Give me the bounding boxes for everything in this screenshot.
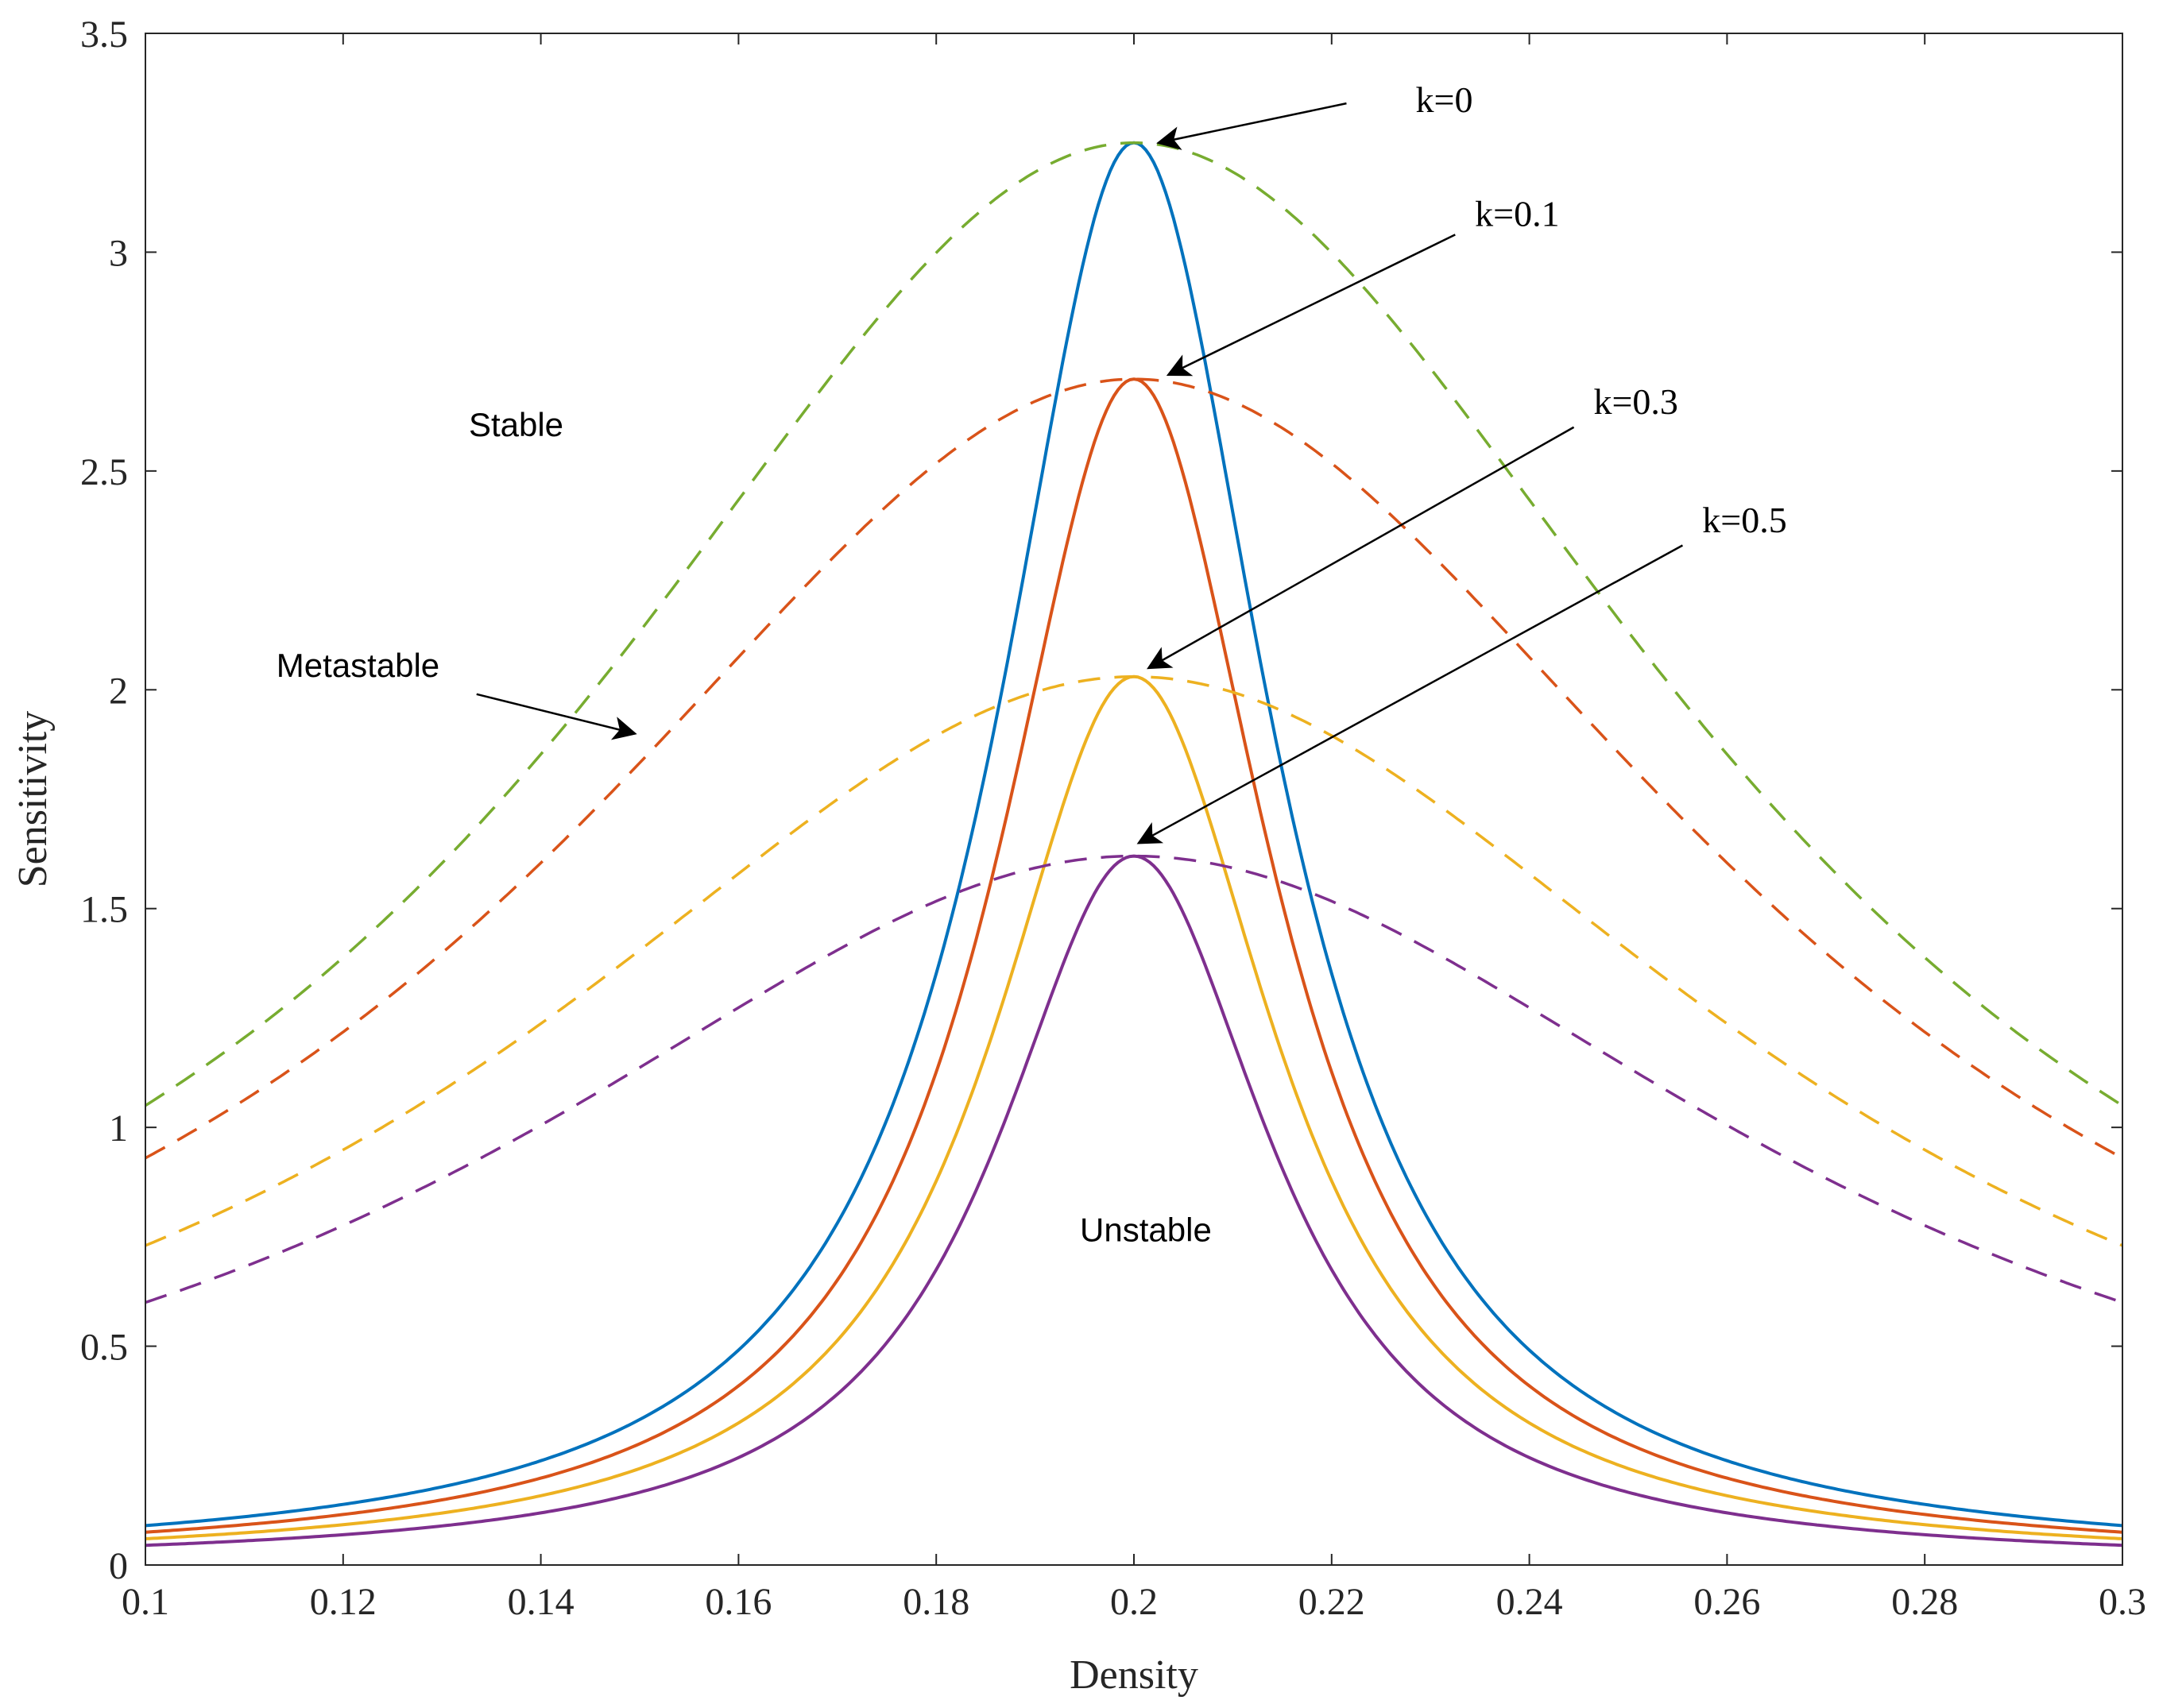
- series-line-k-0-3-dashed: [145, 675, 2123, 1247]
- x-tick-label: 0.2: [1110, 1581, 1158, 1623]
- x-tick-label: 0.24: [1496, 1581, 1563, 1623]
- x-tick-label: 0.26: [1693, 1581, 1760, 1623]
- plot-lines: [145, 141, 2123, 1548]
- ticks: 0.1 0.12 0.14 0.16 0.18 0.2 0.22 0.24 0.26 0.28 0.…: [80, 14, 2146, 1623]
- y-tick-label: 3: [109, 232, 128, 274]
- y-tick-label: 1.5: [80, 889, 128, 931]
- x-tick-label: 0.28: [1891, 1581, 1958, 1623]
- annotation-label-k-0-5: k=0.5: [1702, 500, 1786, 540]
- y-tick-label: 0: [109, 1545, 128, 1587]
- series-line-k-0-1-solid: [145, 377, 2123, 1534]
- series-line-k-0-5-solid: [145, 854, 2123, 1548]
- x-tick-label: 0.12: [310, 1581, 377, 1623]
- x-tick-label: 0.3: [2099, 1581, 2146, 1623]
- annotations: k=0 k=0.1 k=0.3 k=0.5 Stable Metastable Unstab…: [277, 79, 1787, 1248]
- plot-frame: [145, 33, 2123, 1566]
- x-axis-title: Density: [1070, 1652, 1198, 1698]
- annotation-label-metastable: Metastable: [277, 647, 439, 684]
- series-line-k-0-solid: [145, 141, 2123, 1528]
- annotation-arrow-k-0-1: [1166, 234, 1456, 377]
- annotation-label-k-0-1: k=0.1: [1475, 193, 1559, 234]
- annotation-label-k-0: k=0: [1416, 79, 1473, 120]
- series-line-k-0-1-dashed: [145, 377, 2123, 1160]
- x-tick-label: 0.22: [1298, 1581, 1365, 1623]
- series-line-k-0-dashed: [145, 141, 2123, 1107]
- annotation-arrow-metastable: [476, 693, 637, 740]
- y-tick-label: 1: [109, 1107, 128, 1150]
- annotation-label-k-0-3: k=0.3: [1593, 381, 1677, 422]
- x-tick-label: 0.1: [122, 1581, 169, 1623]
- annotation-label-stable: Stable: [469, 406, 563, 443]
- x-tick-label: 0.14: [508, 1581, 575, 1623]
- annotation-arrow-k-0-5: [1136, 544, 1684, 844]
- y-tick-label: 2.5: [80, 451, 128, 493]
- annotation-arrow-k-0: [1156, 102, 1347, 150]
- y-tick-label: 2: [109, 670, 128, 712]
- x-tick-label: 0.16: [705, 1581, 772, 1623]
- annotation-label-unstable: Unstable: [1080, 1211, 1212, 1248]
- annotation-arrow-k-0-3: [1147, 426, 1575, 670]
- y-tick-label: 3.5: [80, 14, 128, 56]
- y-tick-label: 0.5: [80, 1327, 128, 1369]
- series-line-k-0-3-solid: [145, 674, 2123, 1540]
- y-axis-title: Sensitivity: [10, 711, 56, 887]
- x-tick-label: 0.18: [903, 1581, 969, 1623]
